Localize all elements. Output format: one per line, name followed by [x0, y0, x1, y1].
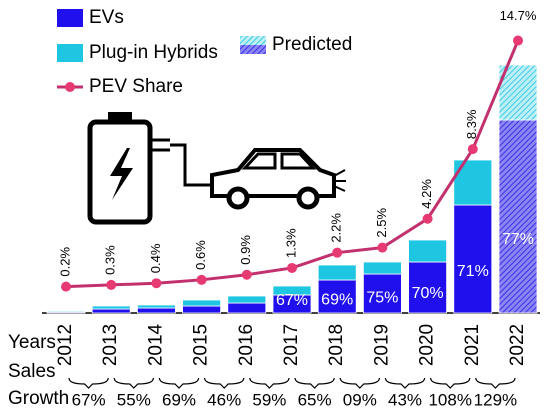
share-label: 0.3%: [103, 245, 118, 275]
share-point: [287, 262, 297, 273]
share-point: [106, 279, 117, 290]
x-tick-label: 2016: [236, 324, 257, 366]
growth-label: 69%: [162, 390, 196, 409]
share-point: [151, 278, 162, 289]
legend-label: Plug-in Hybrids: [89, 42, 218, 63]
legend-swatch: [240, 36, 266, 45]
bar-segment: [136, 304, 176, 309]
growth-bracket: [339, 377, 380, 389]
share-label: 2.5%: [374, 208, 389, 238]
share-point: [422, 213, 433, 224]
bar-segment: [317, 264, 357, 281]
x-tick-label: 2017: [281, 324, 302, 366]
bar-segment: [227, 295, 267, 304]
share-point: [61, 281, 71, 292]
growth-label: 43%: [388, 390, 422, 409]
x-tick-label: 2013: [100, 324, 121, 366]
ev-icon: [87, 112, 346, 225]
growth-bracket: [249, 377, 290, 389]
legend-label: PEV Share: [89, 76, 183, 97]
bar-segment: [46, 310, 86, 313]
x-tick-label: 2022: [507, 324, 528, 366]
bar-segment: [408, 239, 448, 263]
share-point: [513, 35, 523, 46]
share-point: [332, 247, 343, 258]
share-label: 8.3%: [464, 109, 479, 139]
x-tick-label: 2021: [462, 324, 483, 366]
share-label: 0.2%: [57, 247, 72, 277]
share-label: 0.4%: [148, 243, 163, 273]
growth-bracket: [158, 377, 200, 389]
ev-share-label: 67%: [276, 292, 308, 309]
growth-label: 55%: [117, 390, 151, 409]
x-tick-label: 2015: [191, 324, 212, 366]
share-label: 1.3%: [283, 228, 298, 258]
bar-segment: [182, 299, 222, 307]
row-label: Years: [8, 332, 56, 353]
bar-segment: [136, 307, 176, 314]
x-tick-label: 2014: [145, 323, 166, 366]
growth-bracket: [113, 377, 154, 389]
growth-bracket: [204, 377, 245, 389]
bar-segment: [182, 305, 222, 314]
share-label: 2.2%: [329, 213, 344, 243]
legend-swatch: [57, 9, 83, 27]
growth-label: 09%: [343, 390, 377, 409]
ev-share-label: 69%: [321, 292, 353, 309]
bar-segment: [408, 261, 448, 314]
ev-share-label: 75%: [366, 289, 398, 306]
bar-segment: [91, 308, 131, 314]
share-point: [467, 144, 478, 155]
bar-segment: [498, 119, 538, 314]
growth-label: 65%: [298, 390, 332, 409]
row-label: Growth: [8, 388, 69, 409]
legend-marker: [65, 82, 75, 92]
x-tick-label: 2012: [55, 324, 76, 366]
legend-label: Predicted: [272, 34, 352, 55]
growth-bracket: [68, 377, 109, 389]
share-point: [377, 242, 388, 253]
x-tick-label: 2018: [326, 324, 347, 366]
growth-label: 67%: [72, 390, 106, 409]
bar-segment: [272, 285, 312, 296]
share-label: 0.9%: [238, 235, 253, 265]
ev-share-label: 77%: [502, 231, 534, 248]
legend-label: EVs: [89, 7, 124, 28]
bar-segment: [362, 273, 402, 314]
growth-label: 108%: [428, 390, 471, 409]
growth-bracket: [384, 377, 426, 389]
share-label: 14.7%: [500, 8, 537, 23]
share-label: 0.6%: [193, 240, 208, 270]
bar-segment: [91, 305, 131, 310]
growth-bracket: [294, 377, 335, 389]
growth-bracket: [430, 377, 471, 389]
bar-segment: [227, 302, 267, 314]
ev-share-label: 71%: [457, 263, 489, 280]
share-label: 4.2%: [419, 179, 434, 209]
growth-label: 129%: [474, 390, 517, 409]
growth-label: 46%: [207, 390, 241, 409]
x-tick-label: 2020: [417, 324, 438, 366]
share-point: [241, 269, 252, 280]
bar-segment: [362, 261, 402, 275]
bar-segment: [453, 204, 493, 314]
bar-segment: [453, 159, 493, 206]
growth-bracket: [475, 377, 516, 389]
ev-share-label: 70%: [412, 285, 444, 302]
growth-label: 59%: [252, 390, 286, 409]
share-point: [196, 274, 207, 285]
row-label: Sales: [8, 361, 56, 382]
x-tick-label: 2019: [371, 324, 392, 366]
legend-swatch: [240, 45, 266, 54]
legend-swatch: [57, 44, 83, 62]
